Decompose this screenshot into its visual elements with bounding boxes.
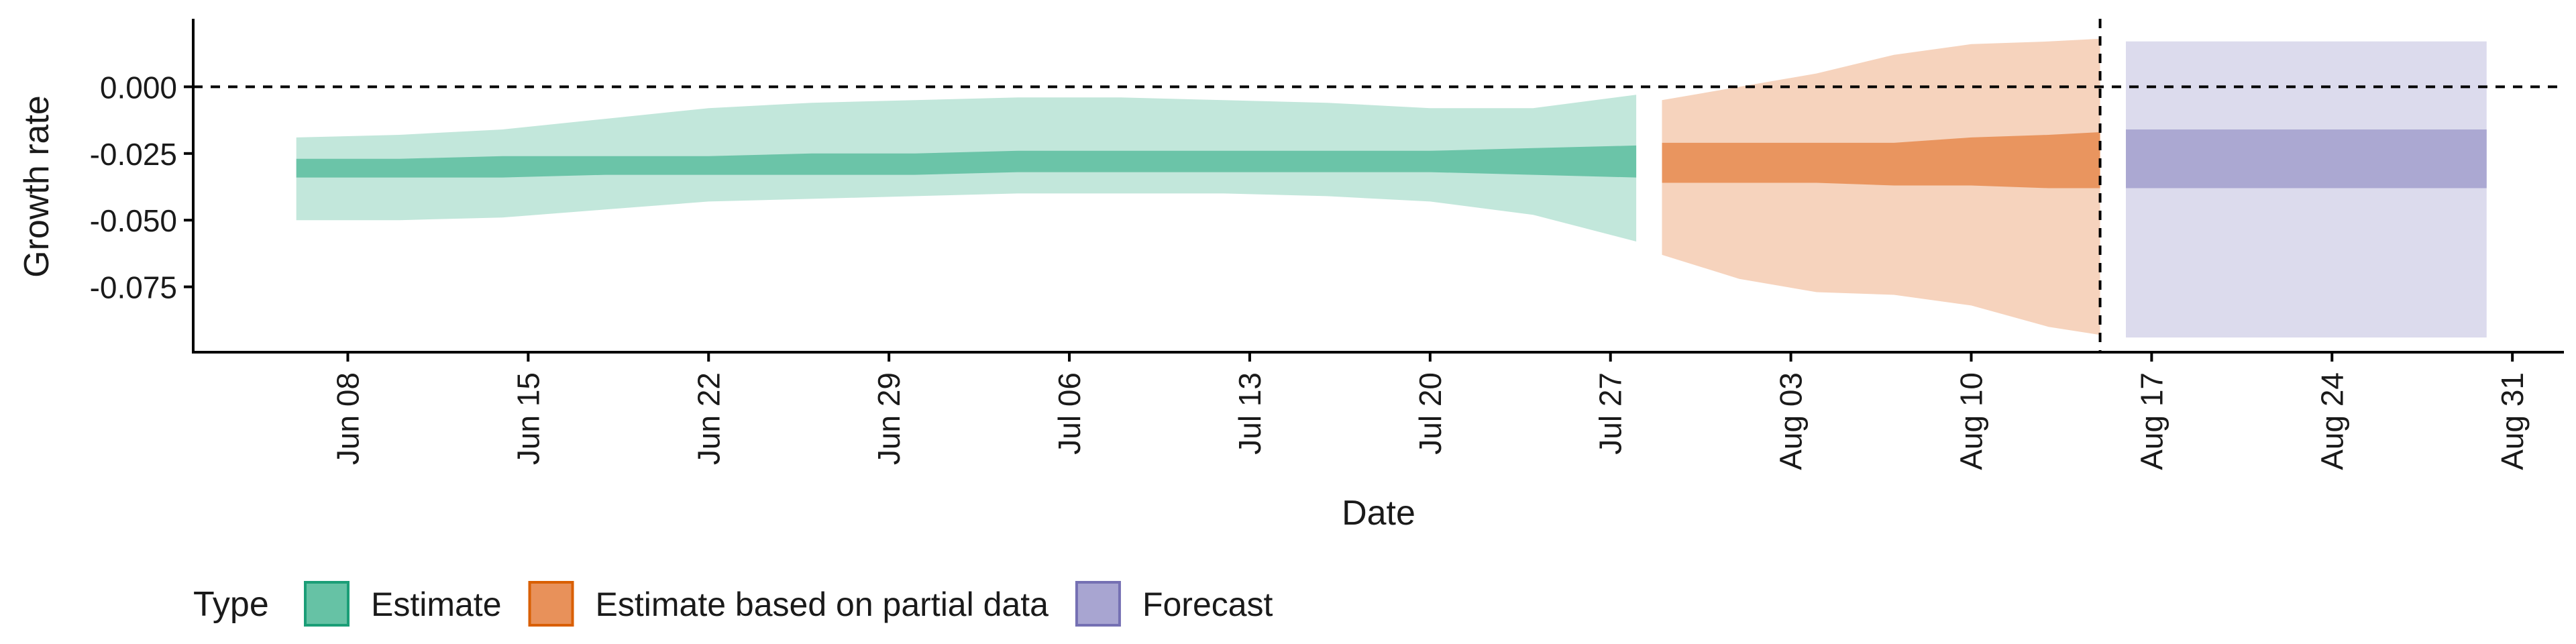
y-tick-label: -0.025 [90, 137, 177, 172]
legend-label: Estimate [371, 586, 502, 623]
estimate-based-on-partial-data-inner-band [1662, 132, 2100, 189]
x-tick-label: Jun 15 [511, 372, 545, 465]
y-tick-label: -0.050 [90, 203, 177, 238]
x-axis-title: Date [1342, 494, 1415, 533]
legend-label: Forecast [1142, 586, 1273, 623]
x-tick-label: Jul 13 [1232, 372, 1267, 455]
legend-label: Estimate based on partial data [596, 586, 1049, 623]
x-tick-label: Aug 24 [2314, 372, 2349, 470]
legend: Type Estimate Estimate based on partial d… [193, 581, 1273, 627]
estimate-inner-band [296, 145, 1637, 178]
x-tick-label: Aug 03 [1774, 372, 1809, 470]
x-tick-label: Jul 27 [1593, 372, 1628, 455]
legend-swatch [528, 581, 574, 627]
estimate-based-on-partial-data-outer-band [1662, 38, 2100, 335]
forecast-inner-band [2126, 129, 2487, 189]
x-tick-label: Jun 08 [330, 372, 365, 465]
legend-title: Type [193, 585, 269, 624]
forecast-outer-band [2126, 41, 2487, 338]
y-axis-title: Growth rate [17, 95, 56, 278]
data-bands [296, 38, 2487, 338]
x-axis-ticks: Jun 08 Jun 15 Jun 22 Jun 29 Jul 06 Jul 13 Jul … [330, 352, 2530, 470]
x-tick-label: Aug 31 [2495, 372, 2530, 470]
legend-swatch [304, 581, 350, 627]
x-tick-label: Aug 10 [1954, 372, 1989, 470]
x-tick-label: Jul 20 [1413, 372, 1448, 455]
x-tick-label: Jul 06 [1052, 372, 1087, 455]
x-tick-label: Jun 29 [871, 372, 906, 465]
y-axis-ticks: 0.000 -0.025 -0.050 -0.075 [90, 70, 193, 305]
y-tick-label: -0.075 [90, 270, 177, 305]
x-tick-label: Aug 17 [2134, 372, 2169, 470]
legend-swatch [1075, 581, 1121, 627]
x-tick-label: Jun 22 [691, 372, 726, 465]
y-tick-label: 0.000 [100, 70, 177, 105]
